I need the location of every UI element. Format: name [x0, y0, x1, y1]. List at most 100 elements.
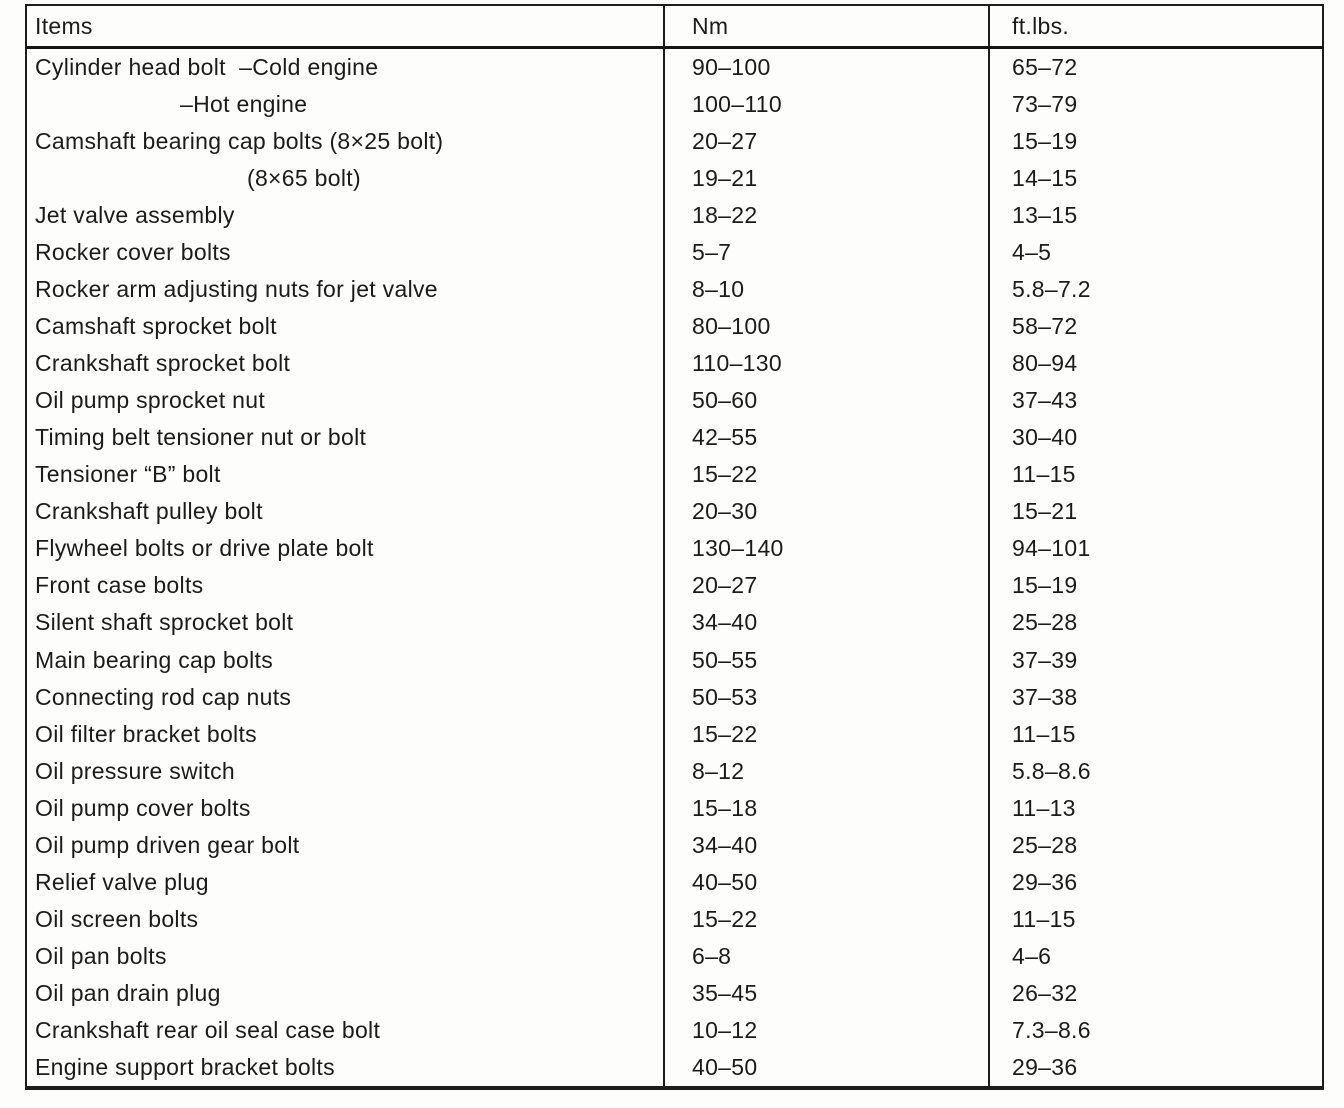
item-cell: Oil pump cover bolts [35, 794, 251, 821]
table-row: Camshaft bearing cap bolts (8×25 bolt) 20… [26, 123, 1323, 161]
table-row: Oil pump driven gear bolt 34–40 25–28 [26, 826, 1323, 864]
nm-cell: 18–22 [663, 197, 989, 235]
item-cell: Crankshaft rear oil seal case bolt [35, 1016, 381, 1043]
ftlbs-cell: 94–101 [988, 530, 1323, 568]
ftlbs-cell: 58–72 [988, 308, 1323, 346]
item-cell: Camshaft sprocket bolt [35, 313, 277, 340]
ftlbs-cell: 15–19 [988, 567, 1323, 605]
ftlbs-cell: 5.8–7.2 [988, 271, 1323, 309]
nm-cell: 20–27 [663, 567, 989, 605]
nm-cell: 110–130 [663, 345, 989, 383]
nm-cell: 130–140 [663, 530, 989, 568]
table-row: Oil pressure switch 8–12 5.8–8.6 [26, 752, 1323, 790]
table-row: Connecting rod cap nuts 50–53 37–38 [26, 678, 1323, 716]
ftlbs-cell: 13–15 [988, 197, 1323, 235]
table-row: Oil pan bolts 6–8 4–6 [26, 937, 1323, 975]
ftlbs-cell: 26–32 [988, 974, 1323, 1012]
item-cell: Crankshaft pulley bolt [35, 498, 263, 525]
nm-cell: 20–27 [663, 123, 989, 161]
table-body: Cylinder head bolt –Cold engine 90–100 65–… [26, 47, 1323, 1088]
table-row: Rocker arm adjusting nuts for jet valve 8… [26, 271, 1323, 309]
table-row: –Hot engine 100–110 73–79 [26, 86, 1323, 124]
item-cell: Engine support bracket bolts [35, 1053, 335, 1080]
nm-cell: 15–22 [663, 900, 989, 938]
table-row: Timing belt tensioner nut or bolt 42–55 30… [26, 419, 1323, 457]
item-cell: Flywheel bolts or drive plate bolt [35, 535, 374, 562]
nm-cell: 15–22 [663, 715, 989, 753]
item-cell: Crankshaft sprocket bolt [35, 350, 291, 377]
nm-cell: 8–12 [663, 752, 989, 790]
table-row: Silent shaft sprocket bolt 34–40 25–28 [26, 604, 1323, 642]
item-cell: Tensioner “B” bolt [35, 461, 221, 488]
item-cell: Connecting rod cap nuts [35, 683, 292, 710]
table-row: Oil filter bracket bolts 15–22 11–15 [26, 715, 1323, 753]
table-row: Main bearing cap bolts 50–55 37–39 [26, 641, 1323, 679]
item-cell: Oil pan bolts [35, 942, 167, 969]
nm-cell: 34–40 [663, 826, 989, 864]
nm-cell: 50–60 [663, 382, 989, 420]
table-row: Flywheel bolts or drive plate bolt 130–14… [26, 530, 1323, 568]
ftlbs-cell: 11–15 [988, 900, 1323, 938]
table-row: Front case bolts 20–27 15–19 [26, 567, 1323, 605]
table-row: Cylinder head bolt –Cold engine 90–100 65–… [26, 47, 1323, 87]
ftlbs-cell: 73–79 [988, 86, 1323, 124]
header-items: Items [26, 5, 664, 49]
item-cell: Front case bolts [35, 572, 204, 599]
ftlbs-cell: 25–28 [988, 604, 1323, 642]
table-row: (8×65 bolt) 19–21 14–15 [26, 160, 1323, 198]
table-row: Oil screen bolts 15–22 11–15 [26, 900, 1323, 938]
nm-cell: 100–110 [663, 86, 989, 124]
ftlbs-cell: 15–21 [988, 493, 1323, 531]
ftlbs-cell: 37–39 [988, 641, 1323, 679]
nm-cell: 40–50 [663, 1048, 989, 1088]
nm-cell: 5–7 [663, 234, 989, 272]
nm-cell: 50–55 [663, 641, 989, 679]
header-ftlbs: ft.lbs. [988, 5, 1323, 49]
table-header: Items Nm ft.lbs. [26, 5, 1323, 49]
nm-cell: 80–100 [663, 308, 989, 346]
ftlbs-cell: 4–6 [988, 937, 1323, 975]
item-cell: Oil pump sprocket nut [35, 387, 266, 414]
table-row: Relief valve plug 40–50 29–36 [26, 863, 1323, 901]
ftlbs-cell: 11–15 [988, 715, 1323, 753]
ftlbs-cell: 29–36 [988, 1048, 1323, 1088]
table-row: Jet valve assembly 18–22 13–15 [26, 197, 1323, 235]
nm-cell: 35–45 [663, 974, 989, 1012]
item-cell: Oil filter bracket bolts [35, 720, 257, 747]
item-cell: Camshaft bearing cap bolts (8×25 bolt) [35, 128, 444, 155]
ftlbs-cell: 14–15 [988, 160, 1323, 198]
nm-cell: 34–40 [663, 604, 989, 642]
ftlbs-cell: 37–38 [988, 678, 1323, 716]
item-cell: Oil pan drain plug [35, 979, 221, 1006]
ftlbs-cell: 80–94 [988, 345, 1323, 383]
table-row: Oil pan drain plug 35–45 26–32 [26, 974, 1323, 1012]
item-cell: Oil screen bolts [35, 905, 199, 932]
ftlbs-cell: 4–5 [988, 234, 1323, 272]
item-cell: Timing belt tensioner nut or bolt [35, 424, 367, 451]
item-cell: Main bearing cap bolts [35, 646, 274, 673]
ftlbs-cell: 15–19 [988, 123, 1323, 161]
item-cell: Rocker cover bolts [35, 239, 231, 266]
item-cell: Cylinder head bolt –Cold engine [35, 54, 379, 81]
item-cell: –Hot engine [180, 91, 308, 118]
table-row: Tensioner “B” bolt 15–22 11–15 [26, 456, 1323, 494]
ftlbs-cell: 11–15 [988, 456, 1323, 494]
table-row: Crankshaft rear oil seal case bolt 10–12 7… [26, 1011, 1323, 1049]
nm-cell: 10–12 [663, 1011, 989, 1049]
ftlbs-cell: 11–13 [988, 789, 1323, 827]
item-cell: Oil pressure switch [35, 757, 235, 784]
item-cell: Rocker arm adjusting nuts for jet valve [35, 276, 438, 303]
table-row: Crankshaft sprocket bolt 110–130 80–94 [26, 345, 1323, 383]
ftlbs-cell: 25–28 [988, 826, 1323, 864]
ftlbs-cell: 5.8–8.6 [988, 752, 1323, 790]
item-cell: Relief valve plug [35, 868, 209, 895]
ftlbs-cell: 29–36 [988, 863, 1323, 901]
nm-cell: 15–22 [663, 456, 989, 494]
ftlbs-cell: 65–72 [988, 47, 1323, 87]
item-cell: Oil pump driven gear bolt [35, 831, 300, 858]
item-cell: Silent shaft sprocket bolt [35, 609, 294, 636]
item-cell: Jet valve assembly [35, 202, 235, 229]
ftlbs-cell: 30–40 [988, 419, 1323, 457]
nm-cell: 20–30 [663, 493, 989, 531]
